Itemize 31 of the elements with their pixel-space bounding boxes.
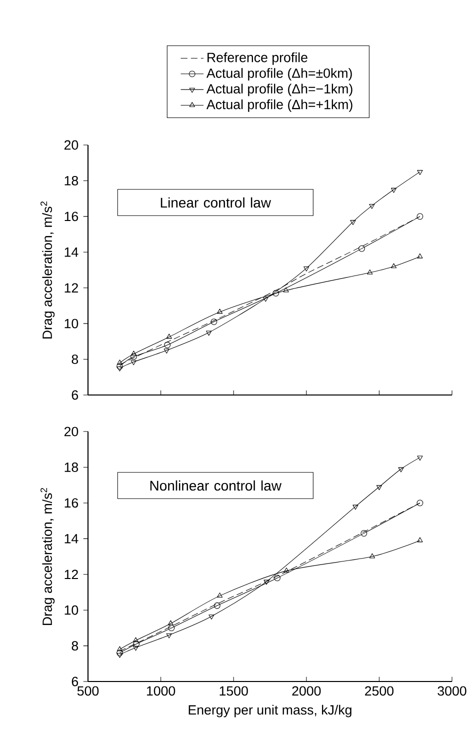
legend-label: Actual profile (Δh=+1km) [206,99,352,112]
annotation: Nonlinear control law [150,480,282,491]
x-tick-label: 500 [77,686,99,696]
x-tick-label: 1000 [146,686,176,696]
x-tick-label: 2000 [292,686,321,696]
x-tick-label: 2500 [365,686,394,696]
y-tick-label: 20 [64,426,78,436]
y-tick-label: 8 [72,641,78,651]
y-tick-label: 14 [64,534,78,544]
legend-label: Actual profile (Δh=±0km) [206,68,352,81]
annotation: Linear control law [160,197,272,208]
x-tick-label: 1500 [220,686,248,696]
y-tick-label: 20 [64,140,78,150]
y-tick-label: 10 [64,318,78,328]
y-tick-label: 16 [64,212,78,222]
y-tick-label: 8 [72,354,78,364]
x-tick-label: 3000 [438,686,466,696]
y-tick-label: 14 [64,248,78,257]
y-tick-label: 10 [64,605,78,615]
legend-label: Actual profile (Δh=−1km) [206,84,352,96]
x-axis-title: Energy per unit mass, kJ/kg [188,704,352,718]
y-tick-label: 18 [64,462,78,472]
y-tick-label: 6 [72,390,78,400]
legend-label: Reference profile [208,52,308,65]
y-tick-label: 12 [64,283,78,293]
y-tick-label: 16 [64,498,78,508]
y-axis-title: Drag acceleration, m/s$^{2}$ [40,488,55,626]
y-axis-title: Drag acceleration, m/s$^{2}$ [40,202,55,339]
y-tick-label: 18 [64,176,78,186]
y-tick-label: 12 [64,570,78,580]
y-tick-label: 6 [72,676,78,686]
